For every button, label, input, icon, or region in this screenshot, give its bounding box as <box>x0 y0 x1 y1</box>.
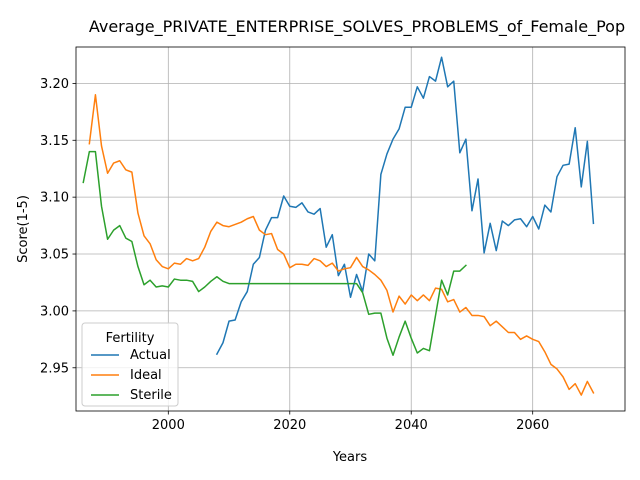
legend-box <box>81 322 179 407</box>
x-axis-label: Years <box>332 450 368 465</box>
y-tick-label: 3.15 <box>40 134 69 149</box>
x-tick-label: 2060 <box>516 418 549 433</box>
axis-ticks: 2000 2020 2040 2060 2.95 3.00 3.05 3.10 3.15 3.20 <box>40 77 549 433</box>
legend-title: Fertility <box>106 331 155 346</box>
legend-items: Actual Ideal Sterile <box>91 348 172 403</box>
series-lines <box>82 56 595 396</box>
y-tick-label: 2.95 <box>40 361 69 376</box>
y-tick-label: 3.20 <box>40 77 69 92</box>
chart-title: Average_PRIVATE_ENTERPRISE_SOLVES_PROBLE… <box>89 17 625 37</box>
y-tick-label: 3.00 <box>40 304 69 319</box>
plot-area-frame <box>75 46 626 412</box>
x-tick-label: 2000 <box>152 418 185 433</box>
y-axis-label: Score(1-5) <box>16 195 31 263</box>
series-line-ideal <box>88 94 595 396</box>
legend: Fertility Actual Ideal Sterile <box>81 322 179 407</box>
y-tick-label: 3.10 <box>40 191 69 206</box>
x-tick-label: 2020 <box>273 418 306 433</box>
legend-label-ideal: Ideal <box>130 368 162 383</box>
legend-label-actual: Actual <box>130 348 171 363</box>
series-line-actual <box>215 56 595 356</box>
legend-label-sterile: Sterile <box>130 388 172 403</box>
x-tick-label: 2040 <box>395 418 428 433</box>
y-tick-label: 3.05 <box>40 248 69 263</box>
series-line-sterile <box>82 150 467 357</box>
